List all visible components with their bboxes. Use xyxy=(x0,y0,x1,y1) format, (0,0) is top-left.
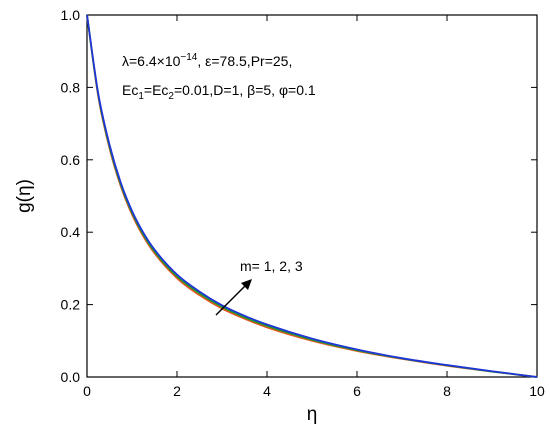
annotation-arrowhead xyxy=(241,279,252,290)
x-tick-label: 6 xyxy=(353,383,361,399)
y-tick-label: 0.0 xyxy=(61,369,81,385)
lambda-exponent: −14 xyxy=(180,52,197,63)
x-tick-label: 2 xyxy=(173,383,181,399)
series-line-2 xyxy=(86,14,538,378)
y-axis-label: g(η) xyxy=(14,179,35,213)
params-line-1: λ=6.4×10−14, ε=78.5,Pr=25, xyxy=(122,52,292,69)
ec2-label: =Ec xyxy=(144,82,169,98)
plot-frame xyxy=(86,14,538,378)
params-line-1-rest: , ε=78.5,Pr=25, xyxy=(197,53,292,69)
y-tick-label: 0.2 xyxy=(61,297,81,313)
y-tick-label: 0.4 xyxy=(61,224,81,240)
axis-ticks: 0 2 4 6 8 10 0.0 0.2 0.4 0.6 0.8 1.0 xyxy=(61,7,545,399)
arrow-label: m= 1, 2, 3 xyxy=(240,258,303,274)
y-tick-label: 0.8 xyxy=(61,79,81,95)
x-axis-label: η xyxy=(307,404,318,425)
series-group xyxy=(86,14,538,378)
y-tick-label: 0.6 xyxy=(61,152,81,168)
params-line-2-rest: =0.01,D=1, β=5, φ=0.1 xyxy=(174,82,316,98)
x-tick-label: 10 xyxy=(529,383,545,399)
x-tick-label: 4 xyxy=(263,383,271,399)
ec2-subscript: 2 xyxy=(168,91,174,102)
x-tick-label: 0 xyxy=(83,383,91,399)
ec1-label: Ec xyxy=(122,82,138,98)
series-line-3 xyxy=(86,14,538,378)
annotation-arrow xyxy=(215,280,251,316)
ec1-subscript: 1 xyxy=(138,91,144,102)
lambda-label: λ=6.4×10 xyxy=(122,53,181,69)
params-line-2: Ec1=Ec2=0.01,D=1, β=5, φ=0.1 xyxy=(122,82,316,102)
y-tick-label: 1.0 xyxy=(61,7,81,23)
series-line-1 xyxy=(86,14,538,378)
x-tick-label: 8 xyxy=(443,383,451,399)
